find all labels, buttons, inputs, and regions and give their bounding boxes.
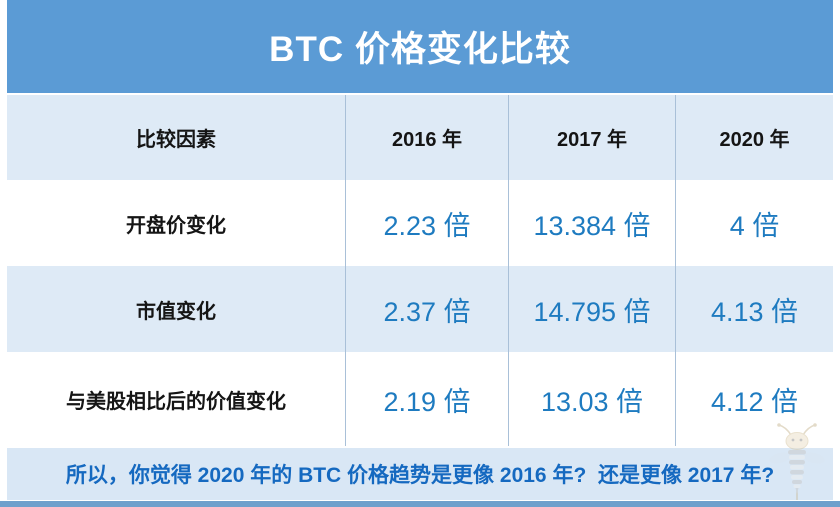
value-cell-2016: 2.37 倍 — [345, 266, 508, 352]
header-cell-2017: 2017 年 — [508, 95, 675, 180]
footer-question-band: 所以，你觉得 2020 年的 BTC 价格趋势是更像 2016 年? 还是更像 … — [7, 448, 833, 500]
table-row: 与美股相比后的价值变化 2.19 倍 13.03 倍 4.12 倍 — [7, 352, 833, 446]
title-banner: BTC 价格变化比较 — [7, 0, 833, 93]
header-cell-2020: 2020 年 — [675, 95, 833, 180]
table-row: 开盘价变化 2.23 倍 13.384 倍 4 倍 — [7, 180, 833, 266]
bottom-edge-bar — [0, 501, 840, 507]
row-factor-label: 与美股相比后的价值变化 — [66, 390, 286, 413]
footer-question-text: 所以，你觉得 2020 年的 BTC 价格趋势是更像 2016 年? 还是更像 … — [65, 464, 775, 487]
value-cell-2017: 13.03 倍 — [508, 352, 675, 446]
comparison-table: 比较因素 2016 年 2017 年 2020 年 开盘价变化 2.23 倍 1… — [7, 95, 833, 446]
header-cell-2016: 2016 年 — [345, 95, 508, 180]
value-cell-2016: 2.23 倍 — [345, 180, 508, 266]
header-cell-factor: 比较因素 — [136, 129, 216, 151]
value-cell-2017: 13.384 倍 — [508, 180, 675, 266]
row-factor-label: 开盘价变化 — [126, 214, 226, 237]
value-cell-2017: 14.795 倍 — [508, 266, 675, 352]
page-title: BTC 价格变化比较 — [269, 30, 571, 69]
value-cell-2016: 2.19 倍 — [345, 352, 508, 446]
value-cell-2020: 4 倍 — [675, 180, 833, 266]
value-cell-2020: 4.13 倍 — [675, 266, 833, 352]
row-factor-label: 市值变化 — [136, 300, 216, 323]
table-row: 市值变化 2.37 倍 14.795 倍 4.13 倍 — [7, 266, 833, 352]
table-header-row: 比较因素 2016 年 2017 年 2020 年 — [7, 95, 833, 180]
value-cell-2020: 4.12 倍 — [675, 352, 833, 446]
